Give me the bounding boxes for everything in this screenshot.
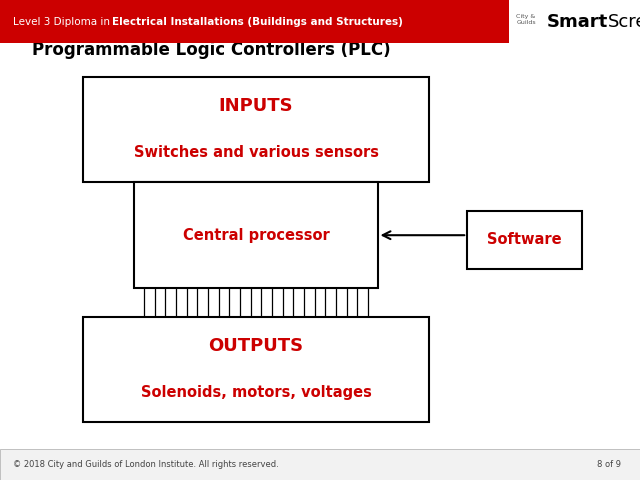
Bar [0, 449, 640, 480]
Bar [0, 0, 640, 43]
Text: Electrical Installations (Buildings and Structures): Electrical Installations (Buildings and … [112, 17, 403, 26]
Text: City &
Guilds: City & Guilds [516, 14, 536, 25]
Text: 8 of 9: 8 of 9 [596, 460, 621, 469]
Text: INPUTS: INPUTS [219, 97, 293, 115]
Text: Software: Software [488, 232, 562, 248]
Bar [467, 211, 582, 269]
Text: Programmable Logic Controllers (PLC): Programmable Logic Controllers (PLC) [32, 41, 390, 60]
Bar [134, 182, 378, 288]
Bar [83, 317, 429, 422]
Text: Screen: Screen [608, 12, 640, 31]
Text: Switches and various sensors: Switches and various sensors [134, 145, 378, 160]
Bar [509, 0, 640, 43]
Text: © 2018 City and Guilds of London Institute. All rights reserved.: © 2018 City and Guilds of London Institu… [13, 460, 278, 469]
Text: Smart: Smart [547, 12, 609, 31]
Bar [83, 77, 429, 182]
Text: OUTPUTS: OUTPUTS [209, 337, 303, 355]
Text: Central processor: Central processor [182, 228, 330, 243]
Text: Level 3 Diploma in: Level 3 Diploma in [13, 17, 113, 26]
Text: Solenoids, motors, voltages: Solenoids, motors, voltages [141, 385, 371, 400]
